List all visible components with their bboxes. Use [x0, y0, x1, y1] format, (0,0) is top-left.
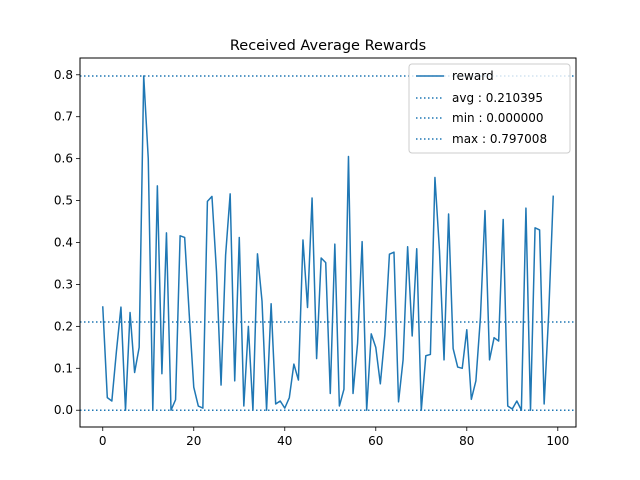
x-axis: 0 20 40 60 80 100 — [99, 427, 569, 448]
x-tick-label: 80 — [459, 434, 474, 448]
y-tick-label: 0.6 — [54, 152, 73, 166]
legend-label-max: max : 0.797008 — [452, 132, 547, 146]
y-tick-label: 0.8 — [54, 68, 73, 82]
x-tick-label: 60 — [368, 434, 383, 448]
series-line-reward — [102, 75, 554, 411]
y-tick-label: 0.0 — [54, 403, 73, 417]
legend-label-reward: reward — [452, 69, 494, 83]
series-layer — [102, 75, 554, 411]
x-tick-label: 0 — [99, 434, 107, 448]
x-tick-label: 100 — [546, 434, 569, 448]
legend-label-min: min : 0.000000 — [452, 111, 544, 125]
chart-title: Received Average Rewards — [230, 38, 426, 54]
y-tick-label: 0.3 — [54, 277, 73, 291]
y-tick-label: 0.1 — [54, 361, 73, 375]
y-tick-label: 0.5 — [54, 194, 73, 208]
y-tick-label: 0.7 — [54, 110, 73, 124]
legend-box — [408, 63, 571, 154]
x-tick-label: 20 — [186, 434, 201, 448]
y-tick-label: 0.2 — [54, 319, 73, 333]
legend-label-avg: avg : 0.210395 — [452, 91, 543, 105]
x-tick-label: 40 — [277, 434, 292, 448]
y-axis: 0.0 0.1 0.2 0.3 0.4 0.5 0.6 0.7 0.8 — [54, 68, 80, 417]
legend: reward avg : 0.210395 min : 0.000000 max… — [408, 63, 571, 154]
y-tick-label: 0.4 — [54, 236, 73, 250]
